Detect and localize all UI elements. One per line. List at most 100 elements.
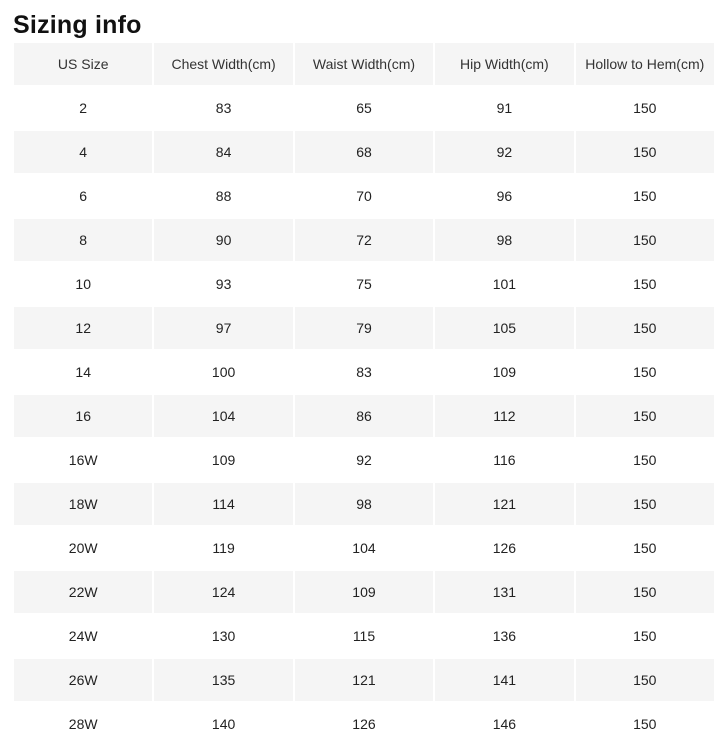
table-cell: 88 (153, 174, 294, 218)
table-cell: 86 (293, 394, 435, 438)
table-cell: 126 (293, 702, 435, 746)
table-cell: 136 (434, 614, 575, 658)
table-cell: 100 (153, 350, 294, 394)
table-cell: 14 (13, 350, 154, 394)
table-cell: 131 (434, 570, 575, 614)
table-row: 28W 140 126 146 150 (13, 702, 715, 746)
column-header: US Size (13, 42, 154, 86)
table-cell: 150 (574, 570, 715, 614)
table-cell: 114 (153, 482, 294, 526)
table-cell: 18W (13, 482, 154, 526)
table-cell: 150 (574, 218, 715, 262)
table-cell: 83 (153, 86, 294, 130)
table-cell: 130 (153, 614, 294, 658)
table-cell: 141 (434, 658, 575, 702)
table-cell: 104 (153, 394, 294, 438)
column-header: Hollow to Hem(cm) (574, 42, 715, 86)
table-cell: 121 (293, 658, 435, 702)
table-row: 10 93 75 101 150 (13, 262, 715, 306)
table-cell: 68 (293, 130, 435, 174)
table-cell: 84 (153, 130, 294, 174)
table-cell: 109 (434, 350, 575, 394)
table-cell: 101 (434, 262, 575, 306)
table-row: 12 97 79 105 150 (13, 306, 715, 350)
table-row: 2 83 65 91 150 (13, 86, 715, 130)
table-cell: 115 (293, 614, 435, 658)
table-cell: 119 (153, 526, 294, 570)
table-cell: 150 (574, 394, 715, 438)
table-cell: 140 (153, 702, 294, 746)
table-cell: 8 (13, 218, 154, 262)
table-cell: 65 (293, 86, 435, 130)
table-cell: 150 (574, 614, 715, 658)
table-cell: 150 (574, 526, 715, 570)
table-body: 2 83 65 91 150 4 84 68 92 150 6 88 70 96 150 8 90 72 98 150… (13, 86, 715, 746)
table-row: 8 90 72 98 150 (13, 218, 715, 262)
column-header: Hip Width(cm) (434, 42, 575, 86)
table-row: 16 104 86 112 150 (13, 394, 715, 438)
table-cell: 24W (13, 614, 154, 658)
table-cell: 121 (434, 482, 575, 526)
table-cell: 79 (293, 306, 435, 350)
page-title: Sizing info (13, 11, 142, 39)
table-row: 20W 119 104 126 150 (13, 526, 715, 570)
table-cell: 109 (153, 438, 294, 482)
table-cell: 150 (574, 658, 715, 702)
table-cell: 2 (13, 86, 154, 130)
table-cell: 10 (13, 262, 154, 306)
table-cell: 150 (574, 306, 715, 350)
table-cell: 70 (293, 174, 435, 218)
table-cell: 12 (13, 306, 154, 350)
table-cell: 150 (574, 86, 715, 130)
table-cell: 72 (293, 218, 435, 262)
table-cell: 90 (153, 218, 294, 262)
table-cell: 91 (434, 86, 575, 130)
table-row: 4 84 68 92 150 (13, 130, 715, 174)
table-cell: 116 (434, 438, 575, 482)
table-cell: 75 (293, 262, 435, 306)
table-cell: 92 (434, 130, 575, 174)
table-row: 14 100 83 109 150 (13, 350, 715, 394)
table-cell: 126 (434, 526, 575, 570)
table-row: 24W 130 115 136 150 (13, 614, 715, 658)
table-cell: 150 (574, 438, 715, 482)
table-cell: 150 (574, 262, 715, 306)
table-cell: 26W (13, 658, 154, 702)
table-cell: 146 (434, 702, 575, 746)
sizing-table-header: US Size Chest Width(cm) Waist Width(cm) Hip… (13, 42, 715, 86)
table-cell: 150 (574, 174, 715, 218)
column-header: Waist Width(cm) (293, 42, 435, 86)
table-cell: 109 (293, 570, 435, 614)
table-cell: 150 (574, 482, 715, 526)
column-header: Chest Width(cm) (153, 42, 294, 86)
table-cell: 98 (434, 218, 575, 262)
table-row: 26W 135 121 141 150 (13, 658, 715, 702)
table-cell: 20W (13, 526, 154, 570)
table-row: 18W 114 98 121 150 (13, 482, 715, 526)
table-row: 6 88 70 96 150 (13, 174, 715, 218)
table-cell: 135 (153, 658, 294, 702)
table-cell: 93 (153, 262, 294, 306)
header-row: US Size Chest Width(cm) Waist Width(cm) Hip… (13, 42, 715, 86)
table-row: 16W 109 92 116 150 (13, 438, 715, 482)
table-cell: 6 (13, 174, 154, 218)
table-cell: 104 (293, 526, 435, 570)
table-cell: 150 (574, 702, 715, 746)
table-cell: 28W (13, 702, 154, 746)
table-row: 22W 124 109 131 150 (13, 570, 715, 614)
table-cell: 105 (434, 306, 575, 350)
table-cell: 83 (293, 350, 435, 394)
table-cell: 16 (13, 394, 154, 438)
sizing-table: US Size Chest Width(cm) Waist Width(cm) Hip… (13, 42, 715, 746)
table-cell: 112 (434, 394, 575, 438)
table-cell: 150 (574, 130, 715, 174)
table-cell: 124 (153, 570, 294, 614)
table-cell: 16W (13, 438, 154, 482)
table-cell: 96 (434, 174, 575, 218)
table-cell: 150 (574, 350, 715, 394)
table-cell: 92 (293, 438, 435, 482)
table-cell: 22W (13, 570, 154, 614)
table-cell: 98 (293, 482, 435, 526)
table-cell: 97 (153, 306, 294, 350)
